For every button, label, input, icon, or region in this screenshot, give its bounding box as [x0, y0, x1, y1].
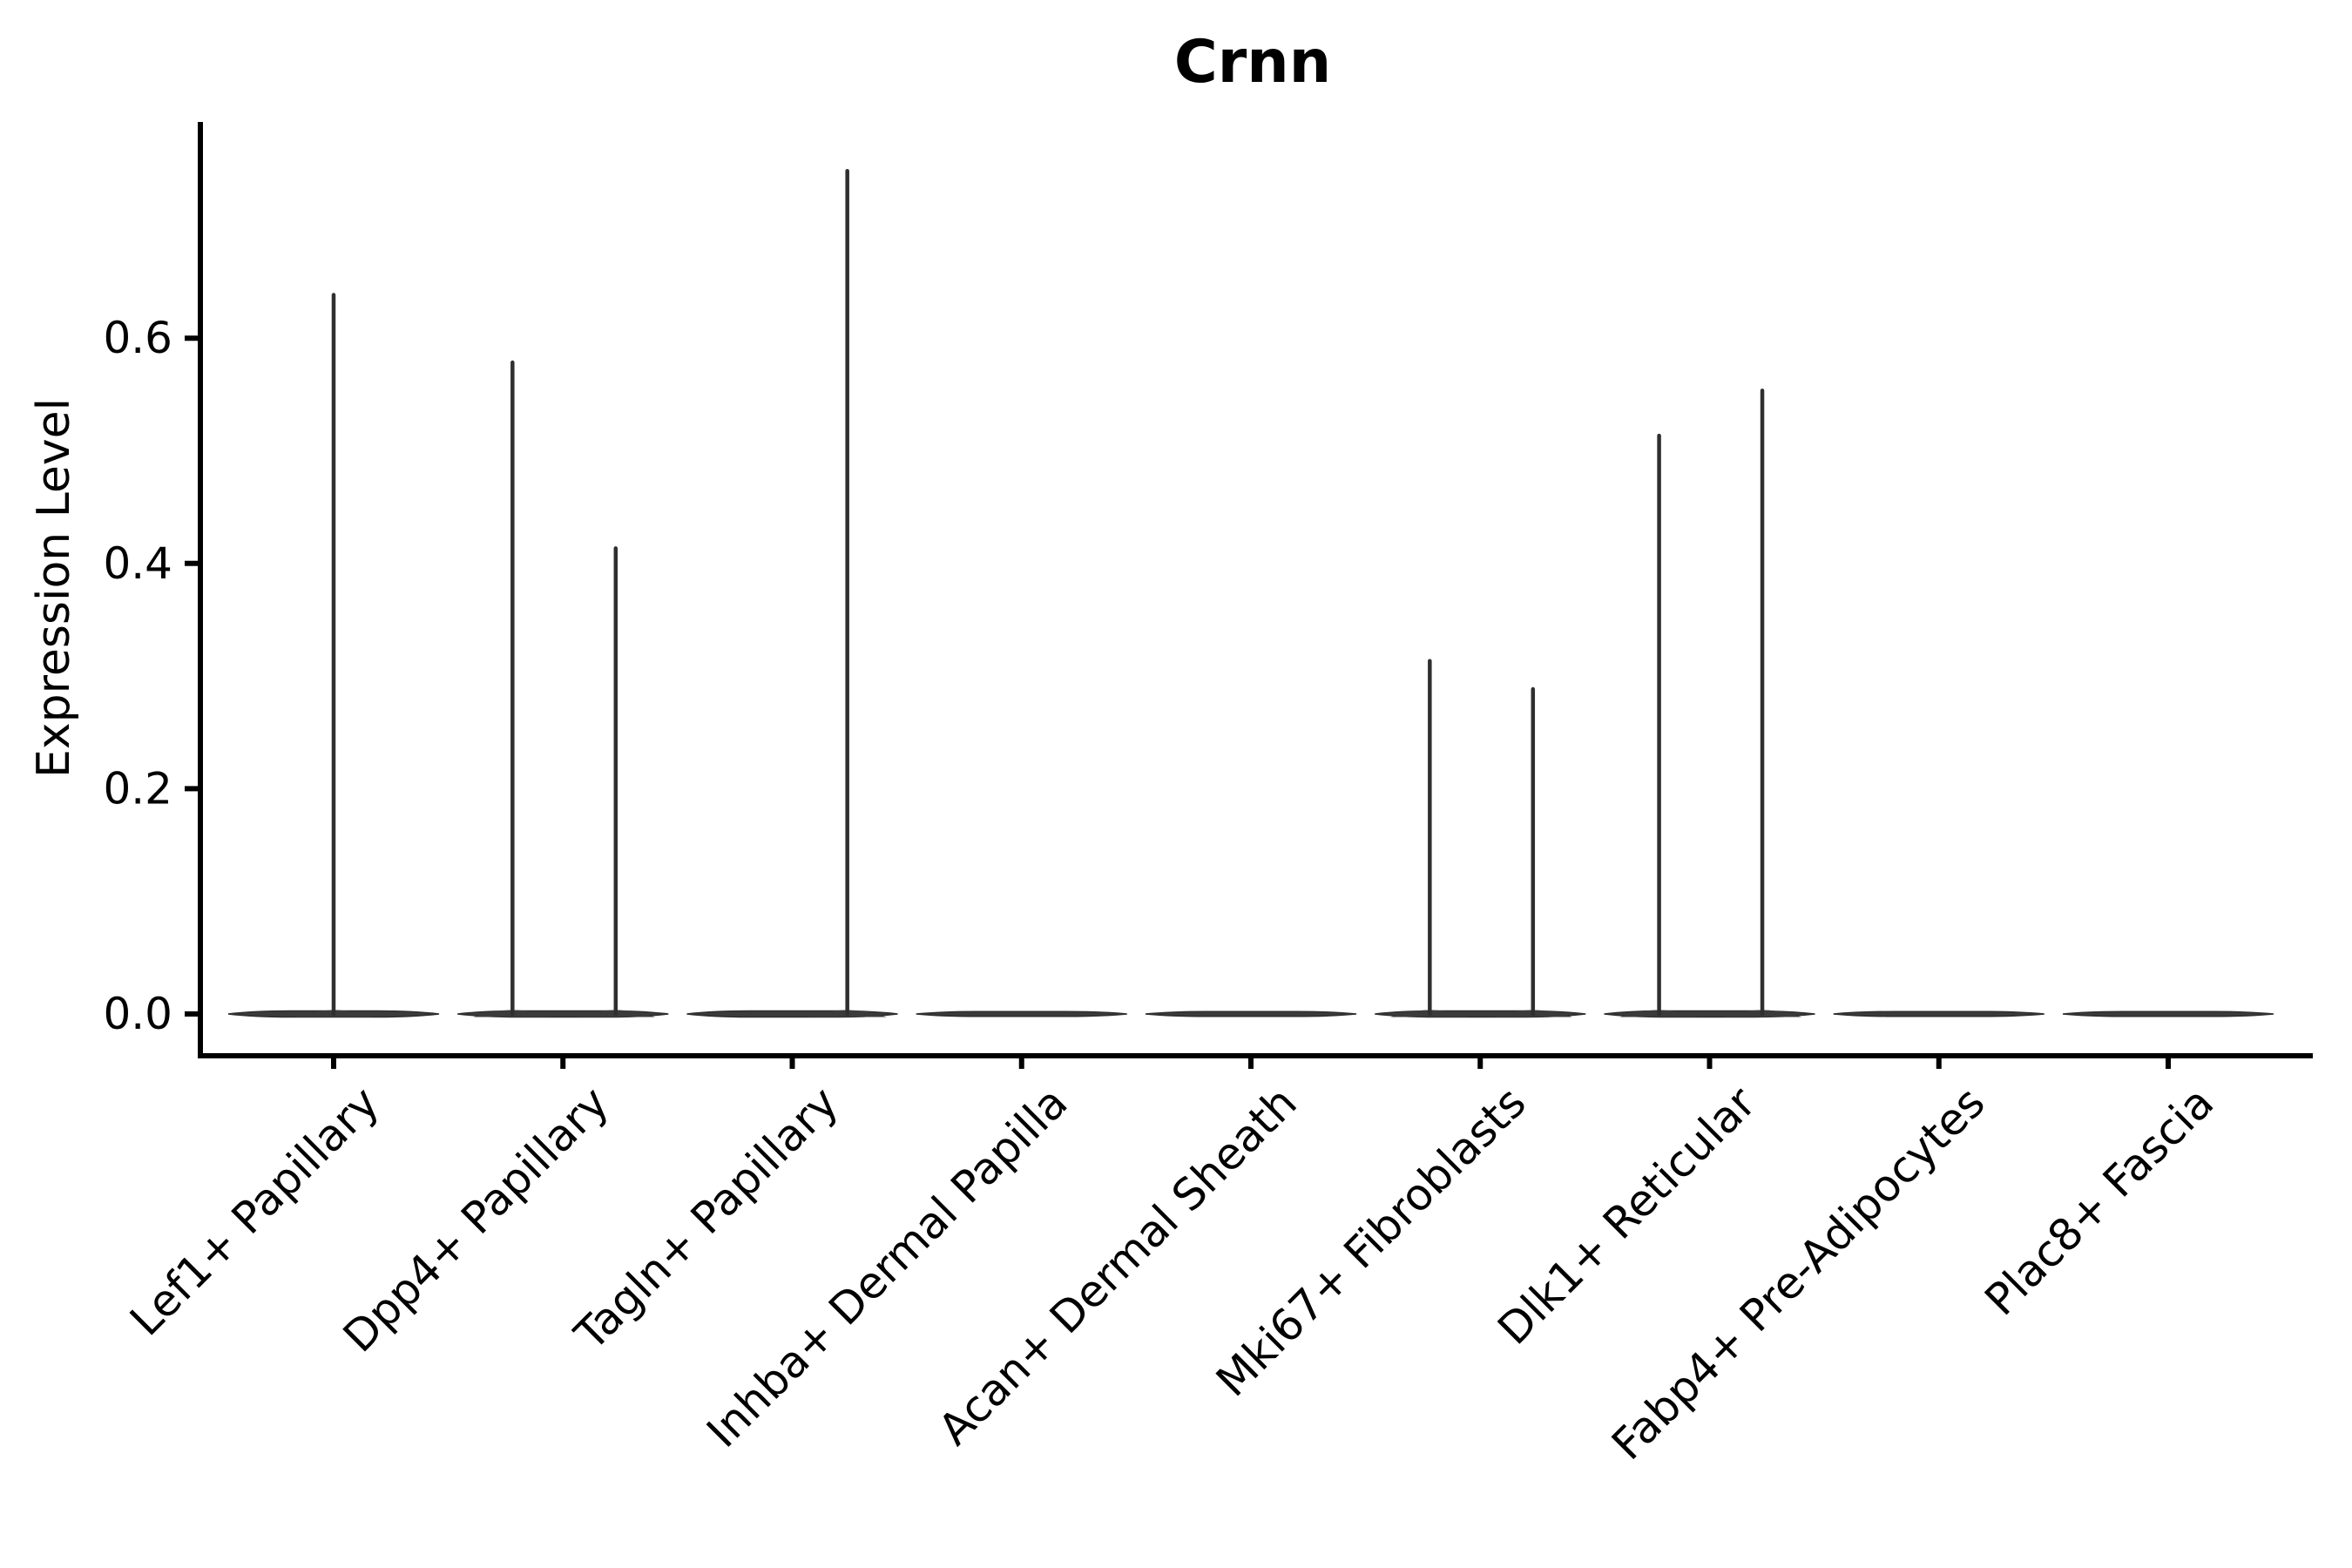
violin-body: [1833, 1010, 2044, 1017]
violin-body: [1145, 1010, 1357, 1017]
plot-title: Crnn: [1173, 28, 1332, 97]
y-tick-label: 0.2: [103, 763, 172, 814]
y-tick-label: 0.0: [103, 989, 172, 1039]
y-tick-label: 0.4: [103, 538, 172, 589]
violin-body: [2062, 1010, 2274, 1017]
violin-body: [916, 1010, 1127, 1017]
y-tick-label: 0.6: [103, 313, 172, 363]
